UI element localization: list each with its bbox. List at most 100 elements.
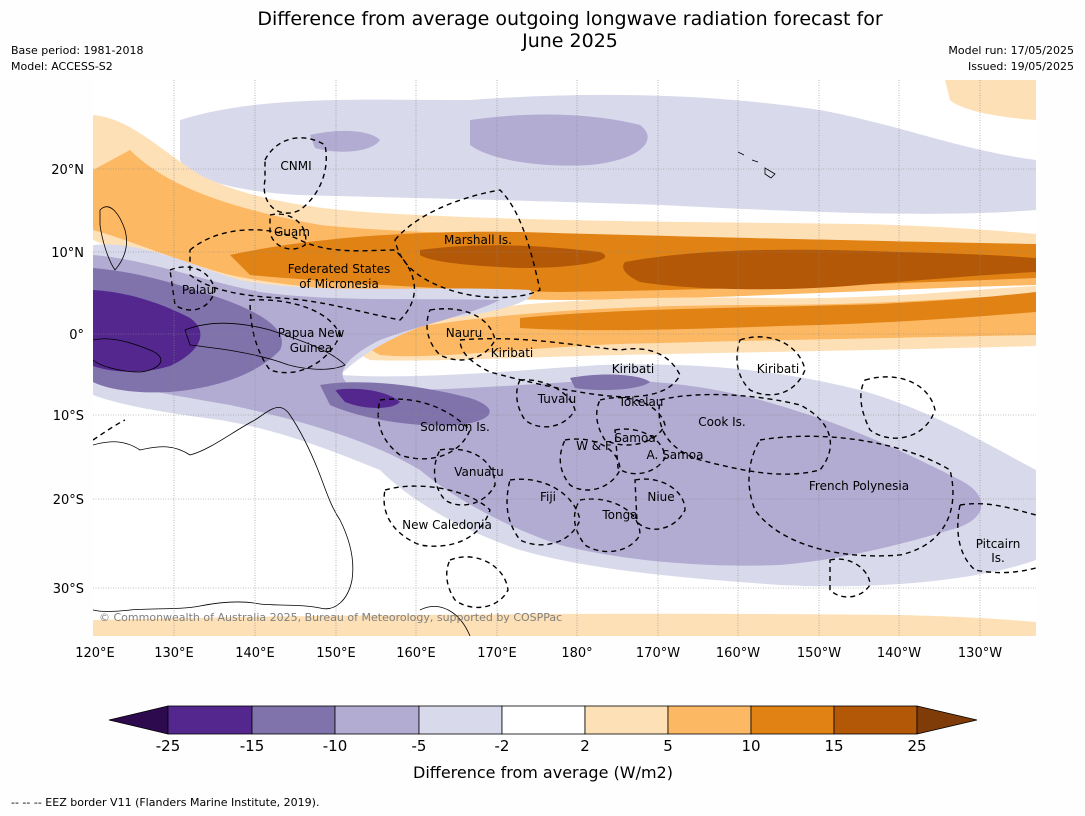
anomaly-west-darkpurple — [93, 290, 201, 372]
title-line-2: June 2025 — [522, 30, 618, 52]
label-samoa: Samoa — [614, 431, 655, 445]
label-fsm-2: of Micronesia — [299, 277, 379, 291]
label-png-1: Papua New — [278, 326, 345, 340]
meta-right: Model run: 17/05/2025 Issued: 19/05/2025 — [948, 43, 1074, 75]
copyright-notice: © Commonwealth of Australia 2025, Bureau… — [99, 611, 562, 624]
label-kiribati-2: Kiribati — [612, 362, 654, 376]
base-period: Base period: 1981-2018 — [11, 44, 144, 57]
label-tuvalu: Tuvalu — [537, 392, 577, 406]
label-palau: Palau — [182, 283, 214, 297]
anomaly-south-lightorange — [93, 613, 1036, 636]
lat-label: 0° — [69, 328, 84, 343]
lon-label: 130°W — [958, 646, 1002, 661]
hawaii-islands — [737, 151, 776, 179]
new-guinea-coastline — [184, 322, 346, 370]
colorbar-tick: -15 — [240, 737, 265, 755]
label-vanuatu: Vanuatu — [454, 465, 504, 479]
colorbar-extend-low — [108, 705, 169, 735]
colorbar-tick: -25 — [156, 737, 181, 755]
anomaly-west-purple — [93, 255, 982, 566]
gridlines — [93, 80, 1036, 636]
lat-label: 20°S — [53, 493, 84, 508]
philippines-coastline — [99, 206, 127, 271]
lat-label: 20°N — [51, 163, 84, 178]
lat-label: 10°S — [53, 409, 84, 424]
anomaly-north-brown — [420, 245, 606, 268]
label-marshall: Marshall Is. — [444, 233, 512, 247]
colorbar-tick: -10 — [323, 737, 348, 755]
new-zealand-coastline — [419, 606, 471, 636]
model-name: Model: ACCESS-S2 — [11, 60, 113, 73]
colorbar-segment — [833, 705, 918, 735]
lon-label: 170°E — [477, 646, 517, 661]
lon-label: 170°W — [636, 646, 680, 661]
anomaly-kiribati-midpurple — [570, 374, 650, 390]
label-cook: Cook Is. — [698, 415, 745, 429]
lon-label: 180° — [561, 646, 592, 661]
chart-title: Difference from average outgoing longwav… — [0, 8, 1085, 52]
colorbar-segment — [334, 705, 420, 735]
issued-date: Issued: 19/05/2025 — [967, 60, 1074, 73]
lon-label: 130°E — [154, 646, 194, 661]
anomaly-ne-lightorange — [945, 80, 1036, 120]
label-cnmi: CNMI — [280, 159, 311, 173]
label-kiribati-1: Kiribati — [491, 346, 533, 360]
label-fiji: Fiji — [540, 490, 556, 504]
colorbar-title: Difference from average (W/m2) — [413, 763, 673, 782]
label-new-caledonia: New Caledonia — [402, 518, 492, 532]
map-plot-area: CNMI Guam Marshall Is. Federated States … — [93, 80, 1036, 636]
indonesia-coastline — [93, 338, 162, 373]
colorbar-tick: 5 — [663, 737, 673, 755]
anomaly-solomon-darkpurple — [335, 388, 400, 408]
label-french-polynesia: French Polynesia — [809, 479, 909, 493]
label-asamoa: A. Samoa — [647, 448, 704, 462]
colorbar-tick: 15 — [824, 737, 843, 755]
anomaly-north-brown-2 — [623, 249, 1036, 290]
eez-footnote: -- -- -- EEZ border V11 (Flanders Marine… — [11, 796, 320, 809]
lat-label: 10°N — [51, 246, 84, 261]
australia-coastline — [93, 406, 354, 612]
lon-label: 120°E — [75, 646, 115, 661]
lon-label: 160°E — [396, 646, 436, 661]
colorbar-segment — [667, 705, 752, 735]
longitude-labels: 120°E 130°E 140°E 150°E 160°E 170°E 180°… — [75, 646, 1002, 661]
model-run: Model run: 17/05/2025 — [948, 44, 1074, 57]
label-pitcairn-1: Pitcairn — [976, 537, 1021, 551]
anomaly-north-purple — [470, 114, 648, 166]
label-wf: W & F — [576, 439, 612, 453]
label-tokelau: Tokelau — [618, 395, 664, 409]
label-fsm-1: Federated States — [288, 262, 390, 276]
label-kiribati-3: Kiribati — [757, 362, 799, 376]
lat-label: 30°S — [53, 582, 84, 597]
latitude-labels: 20°N 10°N 0° 10°S 20°S 30°S — [51, 163, 84, 597]
label-tonga: Tonga — [601, 508, 637, 522]
label-solomon: Solomon Is. — [420, 420, 490, 434]
colorbar-tick: -2 — [495, 737, 510, 755]
lon-label: 160°W — [716, 646, 760, 661]
label-niue: Niue — [647, 490, 674, 504]
colorbar-extend-high — [916, 705, 978, 735]
colorbar-tick: 2 — [580, 737, 590, 755]
meta-left: Base period: 1981-2018 Model: ACCESS-S2 — [11, 43, 143, 75]
colorbar-segment — [251, 705, 336, 735]
colorbar-segment — [750, 705, 835, 735]
colorbar-segment — [584, 705, 669, 735]
label-png-2: Guinea — [290, 341, 333, 355]
colorbar-segment — [167, 705, 253, 735]
anomaly-eq-darkorange — [520, 292, 1036, 331]
title-line-1: Difference from average outgoing longwav… — [257, 8, 883, 30]
colorbar-tick: 10 — [741, 737, 760, 755]
colorbar-tick: -5 — [412, 737, 427, 755]
colorbar-segment — [418, 705, 503, 735]
lon-label: 150°W — [797, 646, 841, 661]
anomaly-north-purple-2 — [310, 130, 380, 152]
colorbar-segment — [501, 705, 586, 735]
label-nauru: Nauru — [446, 326, 482, 340]
label-pitcairn-2: Is. — [991, 551, 1005, 565]
label-guam: Guam — [274, 225, 310, 239]
colorbar-tick: 25 — [907, 737, 926, 755]
lon-label: 150°E — [316, 646, 356, 661]
lon-label: 140°W — [877, 646, 921, 661]
lon-label: 140°E — [235, 646, 275, 661]
